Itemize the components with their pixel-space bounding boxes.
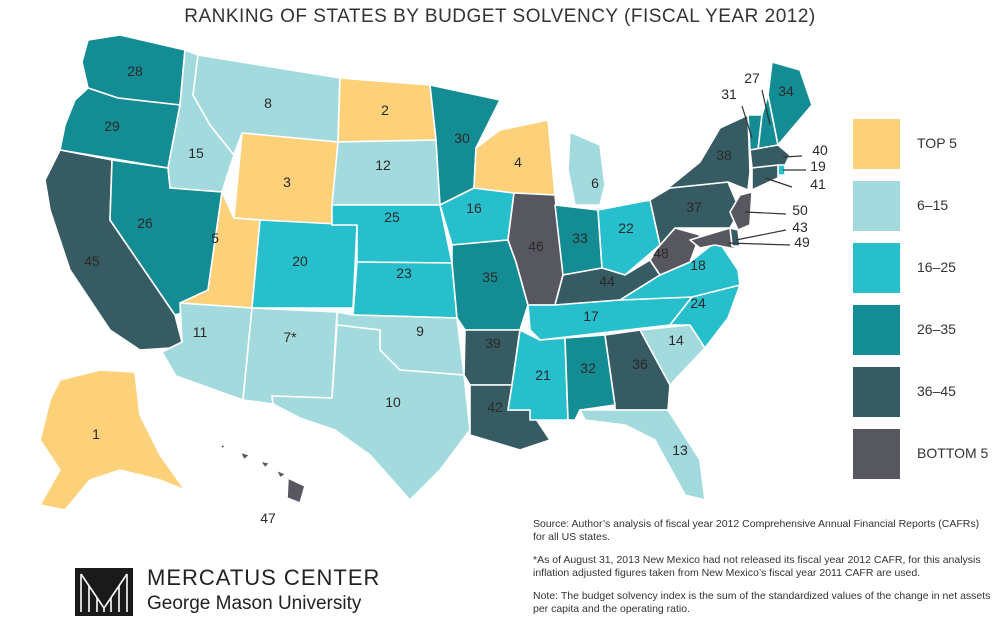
state-new-jersey — [729, 191, 753, 231]
rank-label-vermont: 31 — [721, 86, 737, 102]
legend-swatch — [853, 305, 900, 355]
state-new-mexico — [242, 307, 338, 405]
rank-label-montana: 8 — [264, 95, 272, 111]
rank-label-new-mexico: 7* — [283, 329, 297, 345]
rank-label-kentucky: 44 — [599, 273, 615, 289]
rank-label-maryland: 49 — [794, 234, 810, 250]
state-hawaii — [219, 443, 306, 504]
rank-label-new-jersey: 50 — [792, 202, 808, 218]
rank-label-florida: 13 — [672, 442, 688, 458]
rank-label-wisconsin: 4 — [514, 154, 522, 170]
legend-label: TOP 5 — [917, 135, 957, 151]
rank-label-south-dakota: 12 — [375, 157, 391, 173]
rank-label-illinois: 46 — [528, 238, 544, 254]
rank-label-georgia: 36 — [632, 356, 648, 372]
logo-subtitle: George Mason University — [147, 593, 362, 614]
index-note: Note: The budget solvency index is the s… — [533, 590, 991, 615]
page-title: RANKING OF STATES BY BUDGET SOLVENCY (FI… — [184, 6, 816, 27]
rank-label-mississippi: 21 — [535, 367, 551, 383]
state-florida — [579, 409, 706, 501]
legend-label: 6–15 — [917, 197, 949, 213]
rank-label-pennsylvania: 37 — [686, 199, 702, 215]
rank-label-washington: 28 — [127, 63, 143, 79]
legend-swatch — [853, 429, 900, 479]
rank-label-colorado: 20 — [292, 253, 308, 269]
state-ohio — [597, 199, 661, 276]
rank-label-alabama: 32 — [580, 360, 596, 376]
rank-label-arizona: 11 — [193, 324, 208, 340]
rank-label-alaska: 1 — [92, 426, 100, 442]
legend-swatch — [853, 243, 900, 293]
logo-name: MERCATUS CENTER — [147, 565, 381, 590]
rank-label-new-hampshire: 27 — [744, 70, 760, 86]
rank-label-new-york: 38 — [716, 147, 732, 163]
rank-label-minnesota: 30 — [454, 130, 470, 146]
rank-label-utah: 5 — [211, 230, 219, 246]
legend-swatch — [853, 181, 900, 231]
rank-label-missouri: 35 — [482, 269, 498, 285]
rank-label-north-dakota: 2 — [381, 102, 389, 118]
legend-label: 36–45 — [917, 383, 956, 399]
rank-label-louisiana: 42 — [487, 399, 503, 415]
rank-label-iowa: 16 — [466, 200, 482, 216]
rank-label-west-virginia: 48 — [653, 245, 669, 261]
state-maryland — [689, 227, 741, 251]
rank-label-wyoming: 3 — [283, 174, 291, 190]
rank-label-indiana: 33 — [572, 230, 588, 246]
state-maine — [767, 61, 813, 146]
state-new-york — [667, 114, 751, 191]
legend-swatch — [853, 367, 900, 417]
state-connecticut — [751, 164, 779, 191]
state-massachusetts — [749, 144, 791, 169]
rank-label-ohio: 22 — [618, 220, 634, 236]
rank-label-kansas: 23 — [396, 265, 412, 281]
rank-label-california: 45 — [84, 253, 100, 269]
rank-label-massachusetts: 40 — [812, 142, 828, 158]
rank-label-oregon: 29 — [104, 118, 120, 134]
rank-label-virginia: 18 — [690, 257, 706, 273]
state-texas — [271, 324, 471, 501]
rank-label-nebraska: 25 — [384, 209, 400, 225]
rank-label-arkansas: 39 — [485, 335, 501, 351]
legend-label: 16–25 — [917, 259, 956, 275]
rank-label-maine: 34 — [778, 83, 794, 99]
rank-label-idaho: 15 — [188, 145, 204, 161]
rank-label-delaware: 43 — [792, 219, 808, 235]
state-oregon — [59, 87, 181, 169]
state-michigan — [567, 131, 606, 206]
rank-label-connecticut: 41 — [810, 176, 826, 192]
rank-label-south-carolina: 14 — [668, 332, 684, 348]
rank-label-nevada: 26 — [137, 215, 153, 231]
footnote: *As of August 31, 2013 New Mexico had no… — [533, 554, 981, 579]
legend-label: 26–35 — [917, 321, 956, 337]
state-alaska — [39, 369, 186, 511]
rank-label-north-carolina: 24 — [690, 295, 706, 311]
rank-label-rhode-island: 19 — [810, 158, 826, 174]
rank-label-oklahoma: 9 — [416, 323, 424, 339]
mercatus-logo-icon — [75, 568, 133, 616]
notes: Source: Author’s analysis of fiscal year… — [533, 518, 993, 626]
legend-swatch — [853, 119, 900, 169]
source-note: Source: Author’s analysis of fiscal year… — [533, 518, 980, 543]
rank-label-tennessee: 17 — [583, 308, 599, 324]
rank-label-texas: 10 — [385, 394, 401, 410]
legend-label: BOTTOM 5 — [917, 445, 989, 461]
rank-label-michigan: 6 — [591, 175, 599, 191]
rank-label-hawaii: 47 — [260, 510, 276, 526]
